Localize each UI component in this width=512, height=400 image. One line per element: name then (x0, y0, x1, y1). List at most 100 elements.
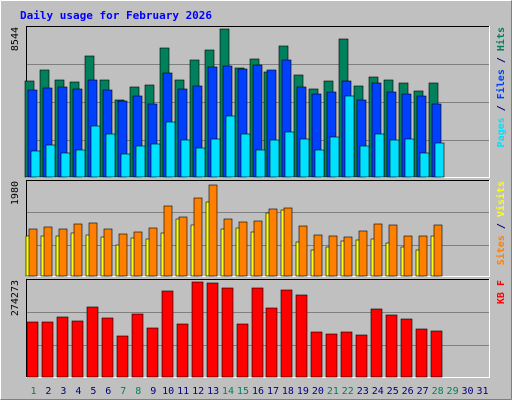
hits-bar-pages (314, 149, 325, 178)
hits-bar-pages (284, 131, 295, 178)
visits-bar-sites (373, 223, 383, 277)
kbytes-bar-kb-f (295, 294, 308, 378)
kbytes-bar-kb-f (385, 314, 398, 378)
hits-bar-pages (269, 139, 280, 178)
visits-bar-sites (268, 208, 278, 277)
x-tick-label: 29 (447, 386, 459, 397)
x-tick-label: 4 (75, 386, 81, 397)
visits-bar-sites (253, 220, 263, 277)
visits-bar-sites (283, 207, 293, 277)
visits-bar-sites (163, 205, 173, 277)
visits-bar-sites (88, 222, 98, 277)
kbytes-bar-kb-f (26, 321, 39, 378)
x-tick-label: 11 (177, 386, 189, 397)
visits-bar-sites (178, 216, 188, 277)
kbytes-bar-kb-f (265, 307, 278, 378)
hits-bar-pages (210, 138, 221, 178)
visits-bar-sites (328, 235, 338, 277)
x-tick-label: 31 (476, 386, 488, 397)
kbytes-bar-kb-f (146, 327, 159, 378)
x-tick-label: 21 (327, 386, 339, 397)
x-tick-label: 27 (417, 386, 429, 397)
hits-bar-pages (30, 150, 41, 178)
kbytes-bar-kb-f (86, 306, 99, 378)
visits-bar-sites (403, 235, 413, 277)
hits-bar-pages (105, 133, 116, 178)
x-tick-label: 8 (135, 386, 141, 397)
x-tick-label: 3 (60, 386, 66, 397)
hits-bar-pages (404, 138, 415, 178)
hits-bar-pages (434, 142, 445, 178)
chart-title: Daily usage for February 2026 (20, 9, 212, 22)
visits-bar-sites (313, 234, 323, 277)
x-tick-label: 7 (120, 386, 126, 397)
visits-series-label-part: / (496, 217, 507, 235)
x-tick-label: 22 (342, 386, 354, 397)
x-tick-label: 13 (207, 386, 219, 397)
kbytes-bar-kb-f (71, 320, 84, 378)
visits-bar-sites (118, 233, 128, 277)
kbytes-bar-kb-f (116, 335, 129, 378)
kbytes-bar-kb-f (221, 287, 234, 378)
kbytes-bar-kb-f (415, 328, 428, 378)
kbytes-bar-kb-f (355, 334, 368, 378)
hits-series-label-part: Files (495, 69, 507, 99)
hits-series-label-part: Pages (496, 117, 507, 147)
kbytes-bar-kb-f (131, 313, 144, 378)
x-tick-label: 30 (462, 386, 474, 397)
visits-bar-sites (223, 218, 233, 277)
visits-series-label: Sites / Visits (495, 181, 507, 265)
x-tick-label: 10 (162, 386, 174, 397)
kbytes-bar-kb-f (236, 323, 249, 378)
kbytes-max-label: 274273 (10, 280, 21, 316)
kbytes-bar-kb-f (206, 282, 219, 378)
visits-bar-sites (208, 184, 218, 277)
hits-bar-pages (225, 115, 236, 178)
x-tick-label: 6 (105, 386, 111, 397)
hits-bar-pages (359, 145, 370, 178)
x-tick-label: 19 (297, 386, 309, 397)
hits-bar-pages (299, 138, 310, 178)
hits-bar-pages (419, 152, 430, 178)
x-tick-label: 16 (252, 386, 264, 397)
kbytes-series-label: KB F (496, 280, 507, 304)
kbytes-bar-kb-f (101, 317, 114, 378)
hits-bar-pages (90, 125, 101, 178)
hits-bar-pages (240, 133, 251, 178)
visits-bar-sites (133, 231, 143, 277)
visits-bar-sites (103, 228, 113, 277)
visits-max-label: 1980 (10, 181, 21, 205)
hits-bar-pages (195, 147, 206, 178)
hits-bar-pages (180, 139, 191, 178)
hits-series-label: Pages / Files / Hits (495, 27, 507, 147)
kbytes-bar-kb-f (251, 287, 264, 378)
visits-series-label-part: Sites (495, 235, 507, 265)
x-tick-label: 18 (282, 386, 294, 397)
visits-series-label-part: Visits (495, 181, 507, 217)
visits-bar-sites (148, 227, 158, 277)
visits-bar-sites (73, 223, 83, 277)
hits-bar-pages (165, 121, 176, 178)
hits-bar-pages (75, 149, 86, 178)
visits-bar-sites (193, 197, 203, 277)
kbytes-bar-kb-f (370, 308, 383, 378)
x-tick-label: 17 (267, 386, 279, 397)
hits-series-label-part: / (496, 99, 507, 117)
x-tick-label: 25 (387, 386, 399, 397)
kbytes-bar-kb-f (400, 318, 413, 378)
hits-bar-pages (120, 153, 131, 178)
x-tick-label: 1 (30, 386, 36, 397)
kbytes-bar-kb-f (56, 316, 69, 378)
hits-bar-pages (45, 144, 56, 178)
visits-bar-sites (58, 228, 68, 277)
x-tick-label: 28 (432, 386, 444, 397)
hits-max-label: 8544 (10, 27, 21, 51)
x-tick-label: 14 (222, 386, 234, 397)
hits-bar-pages (150, 143, 161, 178)
x-tick-label: 9 (150, 386, 156, 397)
hits-series-label-part: / (496, 51, 507, 69)
kbytes-bar-kb-f (41, 321, 54, 378)
x-tick-label: 24 (372, 386, 384, 397)
kbytes-bar-kb-f (191, 281, 204, 378)
